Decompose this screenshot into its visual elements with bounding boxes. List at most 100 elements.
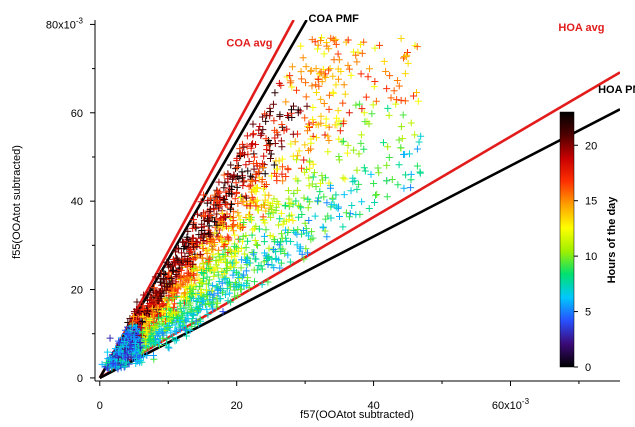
scatter-point bbox=[204, 311, 212, 319]
scatter-point bbox=[234, 274, 242, 282]
scatter-point bbox=[177, 294, 185, 302]
scatter-point bbox=[194, 210, 202, 218]
scatter-point bbox=[285, 199, 293, 207]
scatter-point bbox=[136, 357, 144, 365]
scatter-point bbox=[407, 184, 415, 192]
scatter-point bbox=[191, 244, 199, 252]
scatter-point bbox=[349, 178, 357, 186]
scatter-point bbox=[212, 193, 220, 201]
reference-line-label: COA PMF bbox=[309, 13, 360, 25]
scatter-point bbox=[253, 241, 261, 249]
scatter-point bbox=[188, 281, 196, 289]
scatter-point bbox=[260, 152, 268, 160]
axis-ticks: 0 20 40 60x10-3 0 20 40 60 80x10-3 bbox=[46, 16, 580, 412]
reference-line-labels: COA avg COA PMF HOA avg HOA PMF bbox=[226, 13, 635, 96]
scatter-point bbox=[307, 135, 315, 143]
scatter-point bbox=[113, 363, 121, 371]
scatter-point bbox=[311, 212, 319, 220]
scatter-point bbox=[365, 120, 373, 128]
scatter-point bbox=[246, 202, 254, 210]
scatter-point bbox=[336, 127, 344, 135]
scatter-point bbox=[214, 198, 222, 206]
scatter-point bbox=[395, 161, 403, 169]
scatter-point bbox=[308, 36, 316, 44]
scatter-point bbox=[340, 191, 348, 199]
scatter-point bbox=[297, 164, 305, 172]
scatter-point bbox=[372, 191, 380, 199]
scatter-point bbox=[299, 54, 307, 62]
scatter-point bbox=[358, 198, 366, 206]
scatter-point bbox=[398, 134, 406, 142]
scatter-point bbox=[265, 141, 273, 149]
scatter-point bbox=[212, 283, 220, 291]
scatter-point bbox=[362, 93, 370, 101]
scatter-point bbox=[261, 110, 269, 118]
scatter-point bbox=[261, 170, 269, 178]
scatter-point bbox=[219, 224, 227, 232]
scatter-point bbox=[282, 173, 290, 181]
scatter-point bbox=[379, 139, 387, 147]
x-tick-label: 20 bbox=[231, 400, 243, 412]
scatter-point bbox=[294, 226, 302, 234]
scatter-point bbox=[237, 264, 245, 272]
scatter-point bbox=[344, 36, 352, 44]
scatter-point bbox=[268, 261, 276, 269]
scatter-point bbox=[271, 169, 279, 177]
scatter-point bbox=[143, 330, 151, 338]
scatter-point bbox=[238, 256, 246, 264]
scatter-point bbox=[318, 172, 326, 180]
scatter-point bbox=[181, 326, 189, 334]
scatter-point bbox=[265, 244, 273, 252]
scatter-point bbox=[361, 118, 369, 126]
scatter-point bbox=[312, 183, 320, 191]
scatter-point bbox=[232, 179, 240, 187]
scatter-point bbox=[275, 79, 283, 87]
scatter-point bbox=[192, 291, 200, 299]
scatter-point bbox=[237, 150, 245, 158]
scatter-point bbox=[307, 67, 315, 75]
scatter-point bbox=[209, 305, 217, 313]
scatter-point bbox=[320, 193, 328, 201]
scatter-point bbox=[111, 361, 119, 369]
scatter-point bbox=[348, 202, 356, 210]
scatter-point bbox=[417, 132, 425, 140]
y-tick-label: 60 bbox=[71, 108, 83, 120]
scatter-point bbox=[104, 364, 111, 372]
scatter-point bbox=[239, 232, 247, 240]
scatter-point bbox=[171, 309, 179, 317]
scatter-point bbox=[150, 352, 158, 360]
scatter-point bbox=[328, 194, 336, 202]
colorbar-tick-label: 15 bbox=[585, 196, 597, 208]
scatter-point bbox=[210, 272, 218, 280]
scatter-point bbox=[242, 161, 250, 169]
x-tick-label: 0 bbox=[97, 400, 103, 412]
scatter-point bbox=[283, 111, 291, 119]
scatter-point bbox=[288, 83, 296, 91]
scatter-point bbox=[233, 268, 241, 276]
scatter-point bbox=[315, 82, 323, 90]
scatter-point bbox=[277, 137, 285, 145]
scatter-point bbox=[217, 235, 225, 243]
scatter-point bbox=[229, 217, 237, 225]
scatter-point bbox=[416, 168, 424, 176]
scatter-point bbox=[135, 309, 143, 317]
scatter-point bbox=[401, 70, 409, 78]
scatter-point bbox=[150, 322, 158, 330]
scatter-point bbox=[177, 283, 185, 291]
scatter-point bbox=[267, 150, 275, 158]
scatter-point bbox=[332, 191, 340, 199]
scatter-point bbox=[302, 63, 310, 71]
scatter-point bbox=[231, 279, 239, 287]
scatter-point bbox=[182, 332, 190, 340]
colorbar-tick-label: 10 bbox=[585, 251, 597, 263]
scatter-point bbox=[244, 237, 252, 245]
scatter-point bbox=[212, 264, 220, 272]
scatter-point bbox=[178, 238, 186, 246]
scatter-point bbox=[376, 41, 384, 49]
scatter-point bbox=[339, 223, 347, 231]
scatter-point bbox=[252, 255, 260, 263]
scatter-point bbox=[374, 164, 382, 172]
scatter-point bbox=[305, 174, 313, 182]
scatter-point bbox=[231, 231, 239, 239]
scatter-point bbox=[272, 254, 280, 262]
